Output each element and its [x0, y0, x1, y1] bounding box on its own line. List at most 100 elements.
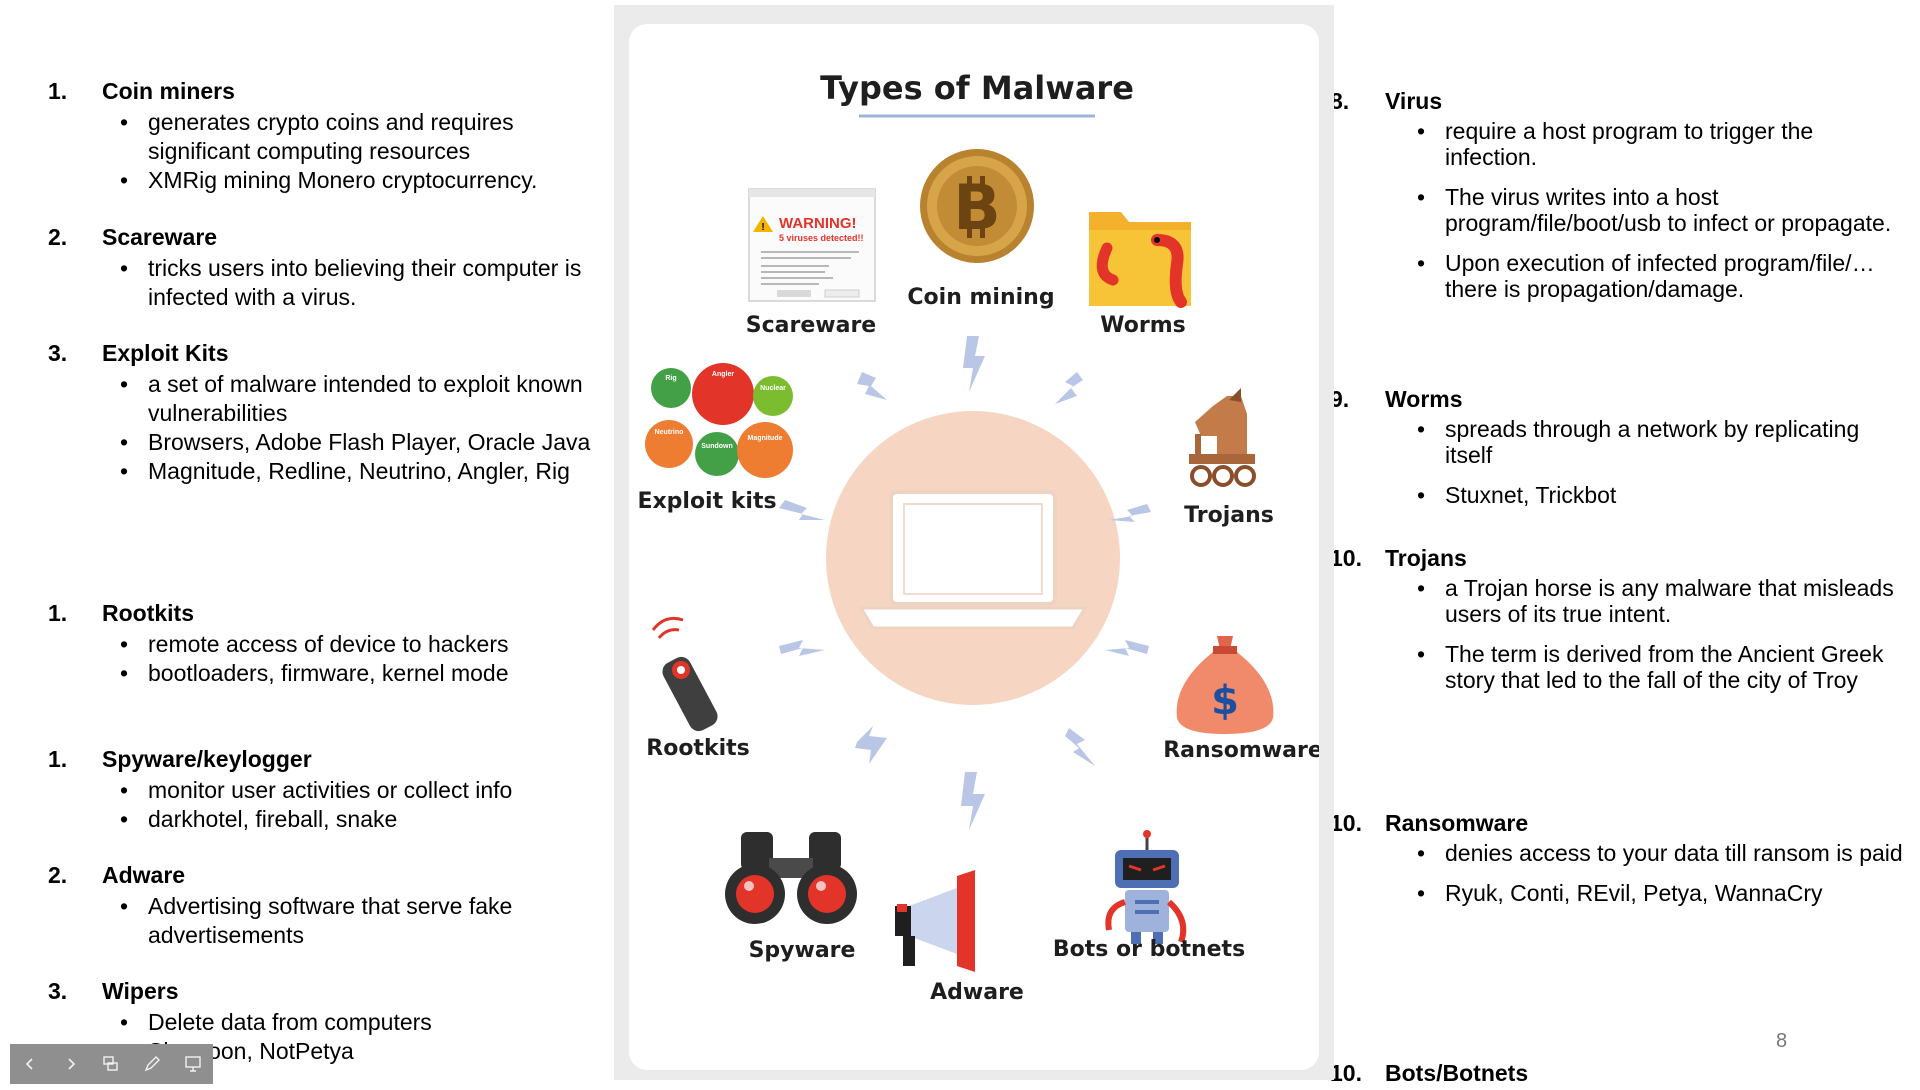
bullet-list: a set of malware intended to exploit kno…: [120, 370, 598, 486]
list-item: 8. Virus require a host program to trigger…: [1330, 88, 1905, 316]
list-item-title: Trojans: [1385, 545, 1467, 571]
worms-icon: [1089, 212, 1191, 308]
label-scareware: Scareware: [746, 313, 876, 338]
list-item-heading: 1. Coin miners: [48, 78, 598, 108]
bullet-point: Browsers, Adobe Flash Player, Oracle Jav…: [120, 428, 598, 457]
list-item-heading: 2. Adware: [48, 862, 598, 892]
chevron-right-icon: [68, 1058, 76, 1070]
list-item-number: 10.: [1330, 1060, 1362, 1086]
slide-show-toolbar: [10, 1044, 213, 1084]
laptop-icon: [858, 490, 1088, 630]
list-item-heading: 3. Wipers: [48, 978, 598, 1008]
list-item-heading: 10. Bots/Botnets: [1330, 1060, 1905, 1090]
bullet-point: Stuxnet, Trickbot: [1417, 482, 1905, 508]
exploit-circle-magnitude: Magnitude: [748, 435, 783, 442]
bullet-point: remote access of device to hackers: [120, 630, 598, 659]
list-item-title: Scareware: [102, 224, 218, 250]
list-item-number: 1.: [48, 600, 68, 626]
list-item-title: Virus: [1385, 88, 1443, 114]
bullet-list: spreads through a network by replicating…: [1417, 416, 1905, 508]
list-item-heading: 10. Ransomware: [1330, 810, 1905, 840]
bullet-list: a Trojan horse is any malware that misle…: [1417, 575, 1905, 693]
list-item-title: Coin miners: [102, 78, 235, 104]
bullet-point: bootloaders, firmware, kernel mode: [120, 659, 598, 688]
list-item-number: 10.: [1330, 545, 1362, 571]
bullet-point: XMRig mining Monero cryptocurrency.: [120, 166, 598, 195]
list-item: 3. Wipers Delete data from computersShamoo…: [48, 978, 598, 1066]
exploit-kits-icon: Rig Angler Nuclear Neutrino Sundown Magn…: [645, 363, 793, 478]
label-ransomware: Ransomware: [1163, 738, 1319, 763]
list-item-heading: 9. Worms: [1330, 386, 1905, 416]
list-item: 2. Adware Advertising software that serve …: [48, 862, 598, 950]
list-item-title: Ransomware: [1385, 810, 1529, 836]
list-item-heading: 2. Scareware: [48, 224, 598, 254]
bullet-point: The term is derived from the Ancient Gre…: [1417, 641, 1905, 693]
ransom-dollar-symbol: $: [1211, 678, 1239, 724]
bullet-list: remote access of device to hackersbootlo…: [120, 630, 598, 688]
bullet-list: tricks users into believing their comput…: [120, 254, 598, 312]
svg-text:B: B: [953, 171, 1000, 244]
pen-icon: [144, 1056, 161, 1072]
pen-tool-button[interactable]: [136, 1048, 168, 1080]
svg-text:!: !: [761, 222, 764, 233]
list-item-title: Worms: [1385, 386, 1463, 412]
next-slide-button[interactable]: [55, 1048, 87, 1080]
list-item-number: 9.: [1330, 386, 1350, 412]
bitcoin-icon: B: [920, 149, 1034, 263]
bullet-list: generates crypto coins and requires sign…: [120, 108, 598, 195]
list-item-number: 2.: [48, 862, 68, 888]
list-item: 10. Ransomware denies access to your data …: [1330, 810, 1905, 920]
list-item-title: Spyware/keylogger: [102, 746, 312, 772]
bullet-list: Delete data from computersShamoon, NotPe…: [120, 1008, 598, 1066]
megaphone-icon: [895, 870, 975, 972]
label-bots: Bots or botnets: [1053, 937, 1245, 962]
trojan-horse-icon: [1189, 388, 1256, 487]
list-item: 1. Rootkits remote access of device to hac…: [48, 600, 598, 688]
bullet-point: spreads through a network by replicating…: [1417, 416, 1905, 468]
list-item-number: 1.: [48, 746, 68, 772]
ransom-bag-icon: $: [1176, 636, 1274, 734]
exploit-circle-nuclear: Nuclear: [760, 385, 786, 392]
rootkit-remote-icon: [651, 616, 718, 732]
presenter-icon: [184, 1056, 201, 1072]
list-item: 9. Worms spreads through a network by repl…: [1330, 386, 1905, 522]
list-item: 2. Scareware tricks users into believing t…: [48, 224, 598, 312]
list-item-heading: 3. Exploit Kits: [48, 340, 598, 370]
bullet-point: Ryuk, Conti, REvil, Petya, WannaCry: [1417, 880, 1905, 906]
prev-slide-button[interactable]: [14, 1048, 46, 1080]
binoculars-icon: [725, 832, 857, 924]
chevron-left-icon: [26, 1058, 33, 1070]
bullet-point: require a host program to trigger the in…: [1417, 118, 1905, 170]
bullet-point: Magnitude, Redline, Neutrino, Angler, Ri…: [120, 457, 598, 486]
bullet-list: require a host program to trigger the in…: [1417, 118, 1905, 302]
list-item-number: 1.: [48, 78, 68, 104]
label-exploit-kits: Exploit kits: [637, 489, 776, 514]
label-worms: Worms: [1100, 313, 1185, 338]
bullet-point: tricks users into believing their comput…: [120, 254, 598, 312]
label-coin-mining: Coin mining: [907, 285, 1054, 310]
bullet-point: The virus writes into a host program/fil…: [1417, 184, 1905, 236]
robot-icon: [1105, 830, 1187, 944]
bullet-point: Advertising software that serve fake adv…: [120, 892, 598, 950]
lightning-bolts: [779, 336, 1151, 830]
bullet-list: denies access to your data till ransom i…: [1417, 840, 1905, 906]
see-all-slides-button[interactable]: [95, 1048, 127, 1080]
exploit-circle-angler: Angler: [712, 371, 734, 378]
list-item-title: Rootkits: [102, 600, 194, 626]
warning-title: WARNING!: [779, 215, 857, 232]
list-item-title: Wipers: [102, 978, 179, 1004]
list-item: 10. Trojans a Trojan horse is any malware …: [1330, 545, 1905, 707]
list-item: 1. Coin miners generates crypto coins and …: [48, 78, 598, 195]
label-adware: Adware: [930, 980, 1024, 1005]
list-item-number: 8.: [1330, 88, 1350, 114]
infographic-card: Types of Malware ! WARN: [629, 24, 1319, 1070]
list-item: 1. Spyware/keylogger monitor user activiti…: [48, 746, 598, 834]
list-item-heading: 1. Spyware/keylogger: [48, 746, 598, 776]
presenter-view-button[interactable]: [177, 1048, 209, 1080]
list-item: 10. Bots/Botnets: [1330, 1060, 1905, 1090]
bullet-point: darkhotel, fireball, snake: [120, 805, 598, 834]
slides-icon: [103, 1056, 119, 1071]
infographic-title: Types of Malware: [820, 69, 1134, 107]
bullet-point: denies access to your data till ransom i…: [1417, 840, 1905, 866]
list-item: 3. Exploit Kits a set of malware intended …: [48, 340, 598, 486]
